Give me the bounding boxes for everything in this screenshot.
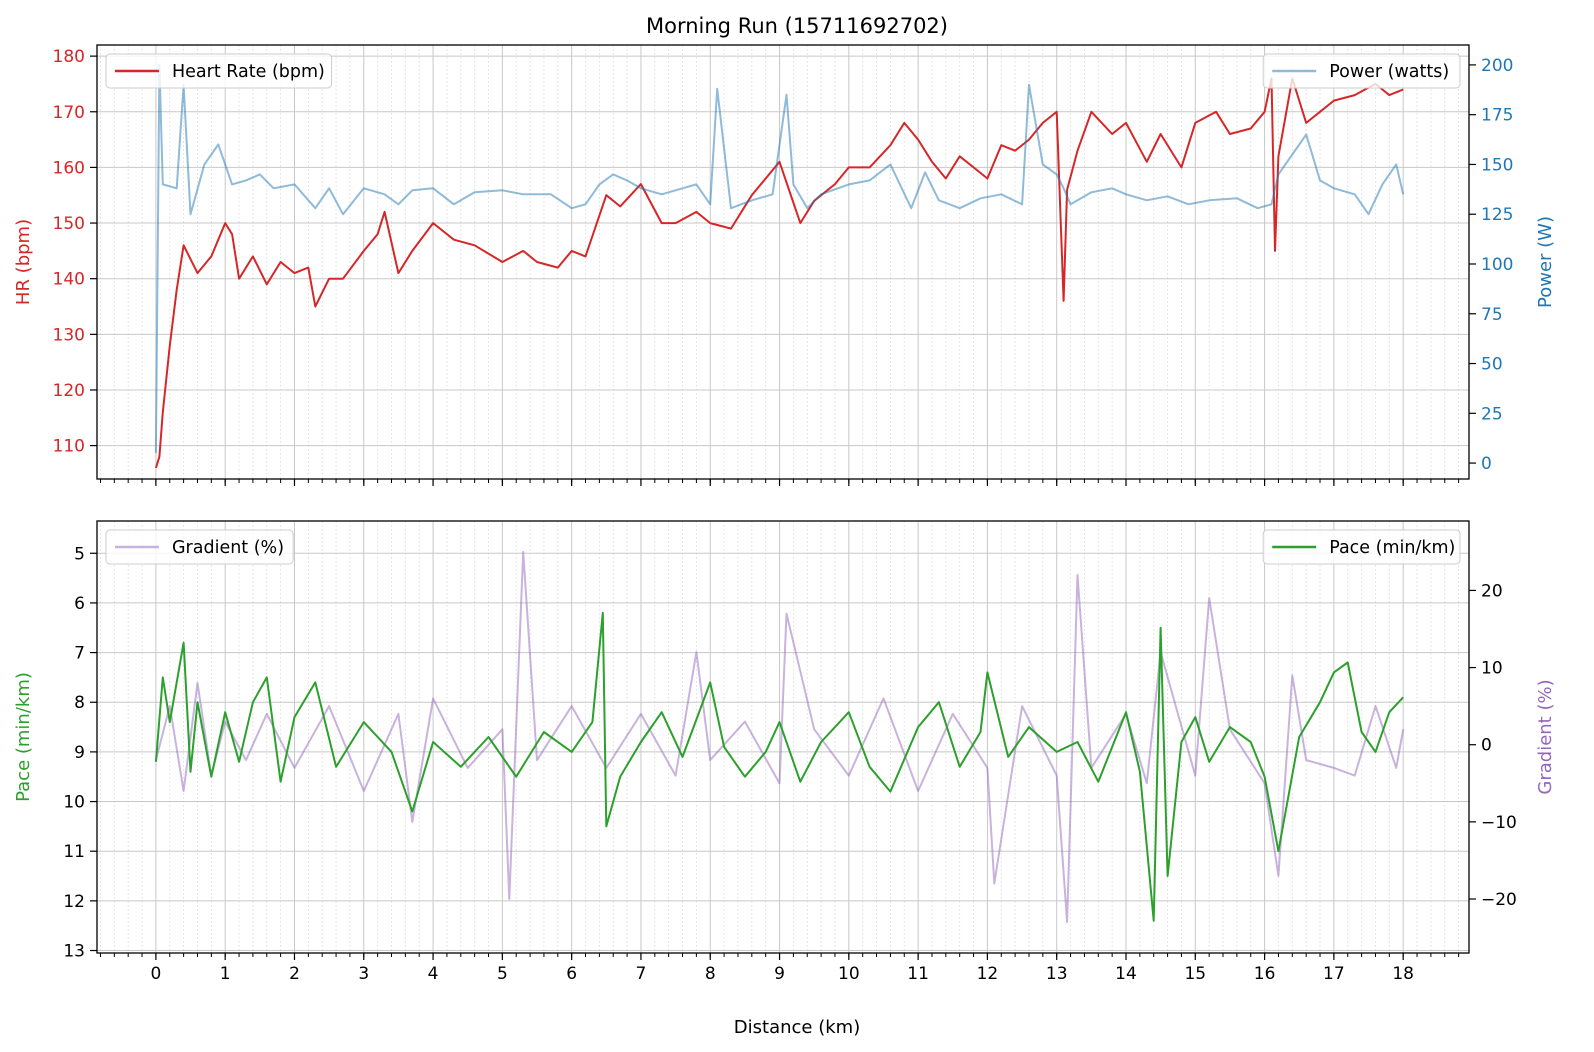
legend-heart-rate-bpm: Heart Rate (bpm) — [105, 53, 333, 89]
x-tick-label: 5 — [497, 964, 508, 984]
y-right-tick-label: 25 — [1481, 404, 1503, 424]
x-tick-label: 17 — [1323, 964, 1345, 984]
x-tick-label: 14 — [1115, 964, 1137, 984]
y-left-axis-label: Pace (min/km) — [13, 672, 34, 802]
y-right-tick-label: 75 — [1481, 305, 1503, 325]
series-line-pace-min-km — [154, 611, 1404, 922]
legend-box — [1262, 53, 1461, 89]
series-line-gradient — [154, 550, 1405, 924]
legend-pace-min-km: Pace (min/km) — [1262, 529, 1461, 565]
legend-box — [1262, 529, 1461, 565]
x-tick-label: 16 — [1254, 964, 1276, 984]
y-left-tick-label: 180 — [53, 47, 85, 67]
x-tick-label: 8 — [705, 964, 716, 984]
x-tick-label: 18 — [1392, 964, 1414, 984]
y-left-tick-label: 7 — [74, 644, 85, 664]
y-right-tick-label: 50 — [1481, 355, 1503, 375]
legend-label: Power (watts) — [1329, 62, 1449, 82]
y-right-tick-label: 125 — [1481, 205, 1513, 225]
y-left-tick-label: 140 — [53, 270, 85, 290]
y-right-tick-label: 10 — [1481, 659, 1503, 679]
y-right-tick-label: 200 — [1481, 56, 1513, 76]
y-right-tick-label: 175 — [1481, 106, 1513, 126]
y-left-tick-label: 120 — [53, 381, 85, 401]
y-right-tick-label: 100 — [1481, 255, 1513, 275]
y-right-tick-label: −10 — [1481, 813, 1517, 833]
y-right-axis-label: Power (W) — [1535, 216, 1556, 308]
y-right-tick-label: 0 — [1481, 454, 1492, 474]
plot-frame — [96, 44, 1470, 480]
y-right-tick-label: 0 — [1481, 736, 1492, 756]
x-tick-label: 12 — [977, 964, 999, 984]
grid-top — [97, 45, 1469, 479]
plot-frame — [96, 520, 1470, 954]
y-left-tick-label: 11 — [63, 842, 85, 862]
panel-top: 110 120 130 140 150 160 170 180 0 25 50 75 100 125 150… — [13, 44, 1556, 486]
y-left-tick-label: 8 — [74, 693, 85, 713]
y-left-tick-label: 130 — [53, 325, 85, 345]
x-tick-label: 1 — [220, 964, 231, 984]
grid-bottom — [97, 521, 1469, 953]
x-tick-label: 11 — [907, 964, 929, 984]
y-left-tick-label: 170 — [53, 103, 85, 123]
x-tick-label: 4 — [428, 964, 439, 984]
y-left-tick-label: 10 — [63, 793, 85, 813]
legend-box — [105, 53, 333, 89]
x-tick-label: 7 — [636, 964, 647, 984]
y-right-tick-label: 20 — [1481, 581, 1503, 601]
x-tick-label: 9 — [774, 964, 785, 984]
legend-gradient: Gradient (%) — [105, 529, 294, 565]
series-line-heart-rate-bpm — [154, 77, 1404, 469]
y-left-tick-label: 150 — [53, 214, 85, 234]
y-left-tick-label: 110 — [53, 437, 85, 457]
x-tick-label: 10 — [838, 964, 860, 984]
panel-bottom: 0 1 2 3 4 5 6 7 8 9 10 11 12 13 14 15 16 17 18567891011121… — [13, 520, 1556, 984]
y-right-tick-label: 150 — [1481, 155, 1513, 175]
legend-label: Gradient (%) — [172, 538, 284, 558]
legend-box — [105, 529, 294, 565]
y-left-tick-label: 5 — [74, 544, 85, 564]
legend-power-watts: Power (watts) — [1262, 53, 1461, 89]
y-left-tick-label: 6 — [74, 594, 85, 614]
series-line-power-watts — [154, 63, 1405, 454]
y-left-axis-label: HR (bpm) — [13, 219, 34, 305]
legend-label: Heart Rate (bpm) — [172, 62, 325, 82]
x-tick-label: 6 — [566, 964, 577, 984]
y-left-tick-label: 9 — [74, 743, 85, 763]
x-axis-label: Distance (km) — [734, 1017, 860, 1038]
y-right-axis-label: Gradient (%) — [1535, 679, 1556, 794]
y-left-tick-label: 13 — [63, 942, 85, 962]
x-tick-label: 2 — [289, 964, 300, 984]
y-left-tick-label: 12 — [63, 892, 85, 912]
x-tick-label: 15 — [1184, 964, 1206, 984]
chart-title: Morning Run (15711692702) — [646, 14, 948, 38]
y-right-tick-label: −20 — [1481, 890, 1517, 910]
legend-label: Pace (min/km) — [1329, 538, 1455, 558]
x-tick-label: 3 — [358, 964, 369, 984]
x-tick-label: 0 — [150, 964, 161, 984]
x-tick-label: 13 — [1046, 964, 1068, 984]
y-left-tick-label: 160 — [53, 158, 85, 178]
